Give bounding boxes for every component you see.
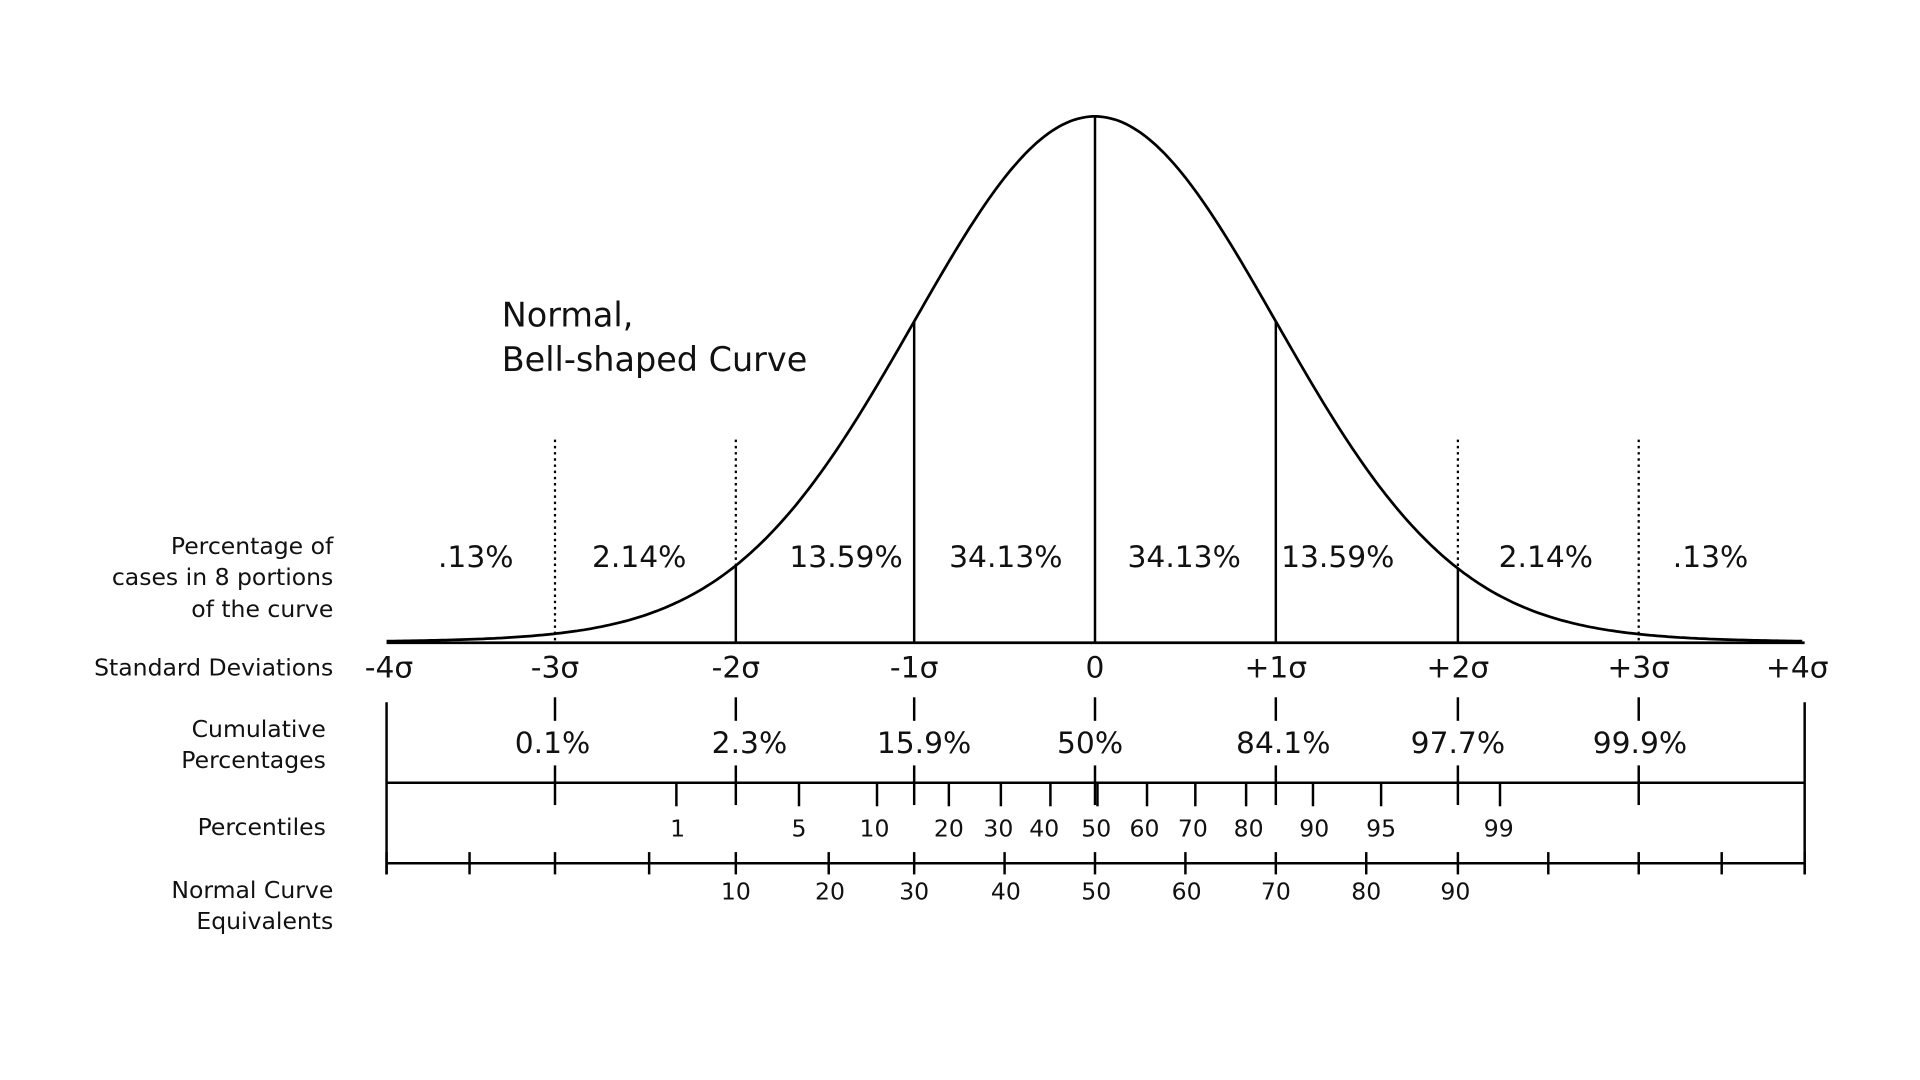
title-line: Normal, <box>502 296 634 335</box>
percentile-label: 90 <box>1299 814 1329 842</box>
portion-label: 2.14% <box>592 540 686 575</box>
row-label: Normal Curve <box>171 876 333 904</box>
row-label: Percentage of <box>171 532 334 560</box>
percentile-label: 99 <box>1484 814 1514 842</box>
cumulative-label: 97.7% <box>1411 726 1505 761</box>
nce-label: 10 <box>721 877 751 905</box>
percentile-label: 60 <box>1130 814 1160 842</box>
cumulative-label: 84.1% <box>1236 726 1330 761</box>
title-line: Bell-shaped Curve <box>502 340 808 379</box>
percentile-label: 1 <box>670 814 685 842</box>
row-label: Standard Deviations <box>94 653 333 681</box>
sd-label: 0 <box>1086 650 1105 685</box>
portion-label: 34.13% <box>1128 540 1241 575</box>
nce-label: 20 <box>815 877 845 905</box>
cumulative-label: 15.9% <box>877 726 971 761</box>
nce-label: 40 <box>991 877 1021 905</box>
sd-label: +4σ <box>1766 650 1829 685</box>
nce-label: 50 <box>1081 877 1111 905</box>
percentile-label: 5 <box>792 814 807 842</box>
percentile-label: 10 <box>860 814 890 842</box>
sd-label: -4σ <box>365 650 413 685</box>
portion-label: .13% <box>438 540 514 575</box>
sd-label: +3σ <box>1607 650 1670 685</box>
portion-label: .13% <box>1673 540 1749 575</box>
cumulative-label: 2.3% <box>712 726 788 761</box>
percentile-label: 80 <box>1234 814 1264 842</box>
cumulative-label: 0.1% <box>515 726 591 761</box>
row-label: Percentiles <box>198 813 326 841</box>
sd-label: +1σ <box>1244 650 1307 685</box>
sd-label: -2σ <box>712 650 760 685</box>
cumulative-label: 99.9% <box>1593 726 1687 761</box>
portion-label: 34.13% <box>949 540 1062 575</box>
row-label: cases in 8 portions <box>112 563 333 591</box>
percentile-label: 20 <box>934 814 964 842</box>
percentile-label: 50 <box>1081 814 1111 842</box>
row-label: Percentages <box>181 746 326 774</box>
nce-label: 90 <box>1440 877 1470 905</box>
portion-label: 13.59% <box>789 540 902 575</box>
row-label: of the curve <box>191 595 333 623</box>
cumulative-label: 50% <box>1057 726 1123 761</box>
percentile-label: 70 <box>1178 814 1208 842</box>
percentile-label: 95 <box>1366 814 1396 842</box>
nce-label: 80 <box>1351 877 1381 905</box>
sd-label: -1σ <box>890 650 938 685</box>
percentile-label: 30 <box>983 814 1013 842</box>
sd-label: +2σ <box>1427 650 1490 685</box>
portion-label: 13.59% <box>1281 540 1394 575</box>
nce-label: 60 <box>1172 877 1202 905</box>
portion-label: 2.14% <box>1499 540 1593 575</box>
percentile-label: 40 <box>1029 814 1059 842</box>
nce-label: 30 <box>899 877 929 905</box>
nce-label: 70 <box>1261 877 1291 905</box>
row-label: Cumulative <box>192 715 326 743</box>
row-label: Equivalents <box>196 907 333 935</box>
sd-label: -3σ <box>531 650 579 685</box>
